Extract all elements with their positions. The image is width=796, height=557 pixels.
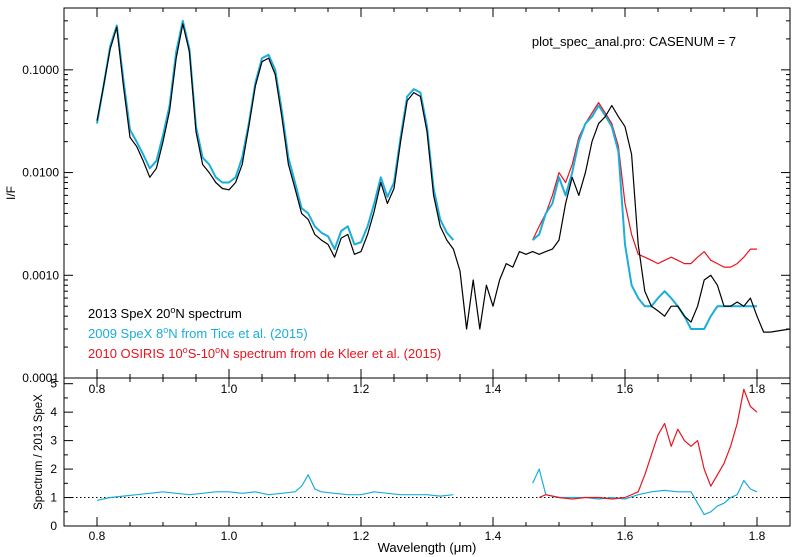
x-tick-label: 1.6 (617, 382, 634, 396)
chart-title: plot_spec_anal.pro: CASENUM = 7 (532, 34, 736, 49)
ratio-y-tick-label: 4 (50, 405, 57, 419)
ratio-panel: Spectrum / 2013 SpeX Wavelength (μm) 0 1 2… (33, 8, 791, 555)
ratio-series-line (96, 468, 758, 516)
x-tick-label: 0.8 (89, 382, 106, 396)
x-tick-label: 1.0 (221, 382, 238, 396)
legend-degree-sup: o (215, 345, 220, 355)
x-tick-label: 1.2 (353, 382, 370, 396)
series-line (532, 102, 757, 268)
legend-text: N from Tice et al. (2015) (168, 326, 307, 341)
x-tick-label: 1.6 (617, 529, 634, 543)
ratio-y-axis-label: Spectrum / 2013 SpeX (33, 394, 45, 510)
y-axis-ticks: 0.0001 0.0010 0.0100 0.1000 (22, 7, 790, 385)
spectrum-panel: plot_spec_anal.pro: CASENUM = 7 I/F 0.00… (4, 7, 791, 385)
y-tick-label: 0.0100 (22, 166, 59, 180)
y-tick-label: 0.1000 (22, 63, 59, 77)
spectrum-lines (96, 19, 791, 333)
ratio-y-tick-label: 5 (50, 377, 57, 391)
legend-text: 2013 SpeX 20 (88, 306, 170, 321)
legend-entry: 2010 OSIRIS 10oS-10oN spectrum from de K… (88, 345, 441, 361)
ratio-y-tick-label: 2 (50, 462, 57, 476)
ratio-y-axis-ticks: 0 1 2 3 4 5 (50, 377, 790, 533)
spectrum-plot-frame (63, 7, 791, 379)
x-tick-label: 1.4 (485, 529, 502, 543)
legend-degree-sup: o (170, 305, 175, 315)
ratio-series-line (538, 388, 758, 500)
ratio-plot-frame (63, 377, 791, 527)
legend-text: S-10 (188, 346, 215, 361)
legend-text: 2009 SpeX 8 (88, 326, 163, 341)
legend-entry: 2009 SpeX 8oN from Tice et al. (2015) (88, 325, 308, 341)
legend-degree-sup: o (183, 345, 188, 355)
y-tick-label: 0.0001 (22, 371, 59, 385)
series-line (96, 19, 757, 330)
y-axis-label: I/F (4, 186, 18, 200)
ratio-y-tick-label: 1 (50, 491, 57, 505)
legend-text: N spectrum (175, 306, 241, 321)
ratio-lines (96, 388, 758, 516)
ratio-y-tick-label: 3 (50, 434, 57, 448)
x-tick-label: 1.2 (353, 529, 370, 543)
x-axis-label: Wavelength (μm) (378, 540, 477, 555)
x-tick-label: 1.4 (485, 382, 502, 396)
legend-entry: 2013 SpeX 20oN spectrum (88, 305, 242, 321)
ratio-y-tick-label: 0 (50, 519, 57, 533)
legend-degree-sup: o (163, 325, 168, 335)
series-line (96, 23, 791, 333)
legend-text: N spectrum from de Kleer et al. (2015) (220, 346, 441, 361)
x-tick-label: 1.8 (749, 382, 766, 396)
x-tick-label: 1.8 (749, 529, 766, 543)
y-tick-label: 0.0010 (22, 268, 59, 282)
legend-text: 2010 OSIRIS 10 (88, 346, 183, 361)
x-tick-label: 1.0 (221, 529, 238, 543)
x-tick-label: 0.8 (89, 529, 106, 543)
x-axis-ticks: 0.8 0.8 1.0 1.0 1.2 1.2 1.4 1.4 1.6 1.6 1.8 1.8 (63, 8, 791, 543)
